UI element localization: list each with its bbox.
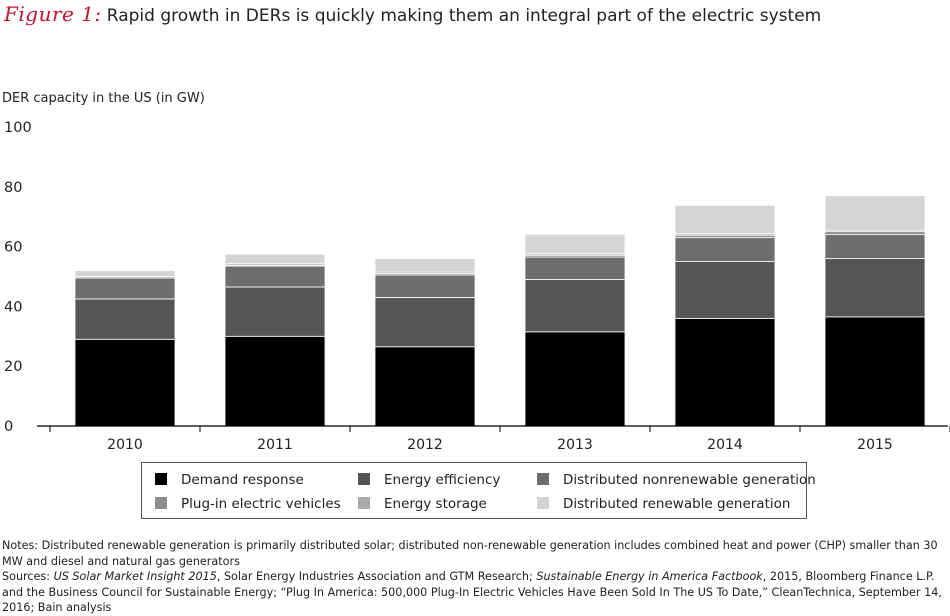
source-1-rest: , Solar Energy Industries Association an… xyxy=(216,570,537,584)
legend-label-plug-in-electric-vehicles: Plug-in electric vehicles xyxy=(181,496,341,512)
x-tick-label-2015: 2015 xyxy=(857,437,893,453)
legend-item-distributed-nonrenewable-generation: Distributed nonrenewable generation xyxy=(537,472,816,488)
legend-item-plug-in-electric-vehicles: Plug-in electric vehicles xyxy=(155,496,341,512)
y-tick-label-60: 60 xyxy=(4,240,22,256)
legend-swatch-plug-in-electric-vehicles xyxy=(155,497,167,509)
bar-2012-distributed-nonrenewable-generation xyxy=(374,274,476,298)
sources-prefix: Sources: xyxy=(2,570,54,584)
x-tick-label-2010: 2010 xyxy=(107,437,143,453)
figure-title: Figure 1: Rapid growth in DERs is quickl… xyxy=(4,2,821,32)
source-2-rest: , 2015, Bloomberg Finance L.P. and the B… xyxy=(2,570,942,615)
y-tick-label-20: 20 xyxy=(4,359,22,375)
y-tick-label-80: 80 xyxy=(4,180,22,196)
legend-swatch-distributed-renewable-generation xyxy=(537,497,549,509)
y-tick-label-0: 0 xyxy=(4,419,13,435)
notes-section: Notes: Distributed renewable generation … xyxy=(2,538,948,616)
bar-2013-demand-response xyxy=(524,331,626,427)
bar-2014-distributed-nonrenewable-generation xyxy=(674,237,776,262)
bar-2014-demand-response xyxy=(674,317,776,427)
bar-2013-distributed-nonrenewable-generation xyxy=(524,256,626,280)
bar-2014-energy-efficiency xyxy=(674,261,776,319)
bar-2010-energy-efficiency xyxy=(74,298,176,340)
bar-2015-distributed-nonrenewable-generation xyxy=(824,234,926,259)
legend-swatch-energy-efficiency xyxy=(358,473,370,485)
y-axis-label: DER capacity in the US (in GW) xyxy=(2,91,205,106)
bar-2014-distributed-renewable-generation xyxy=(674,204,776,235)
legend-item-demand-response: Demand response xyxy=(155,472,304,488)
bar-2010-distributed-nonrenewable-generation xyxy=(74,277,176,300)
legend-label-distributed-renewable-generation: Distributed renewable generation xyxy=(563,496,791,512)
bar-2013-distributed-renewable-generation xyxy=(524,233,626,255)
figure-label: Figure 1: xyxy=(4,2,102,26)
legend-label-energy-efficiency: Energy efficiency xyxy=(384,472,501,488)
legend-label-distributed-nonrenewable-generation: Distributed nonrenewable generation xyxy=(563,472,816,488)
bar-2015-demand-response xyxy=(824,316,926,427)
notes-text: Notes: Distributed renewable generation … xyxy=(2,539,938,568)
legend-swatch-distributed-nonrenewable-generation xyxy=(537,473,549,485)
bar-2010-distributed-renewable-generation xyxy=(74,270,176,277)
bar-2011-energy-efficiency xyxy=(224,286,326,337)
x-tick-label-2013: 2013 xyxy=(557,437,593,453)
legend-label-energy-storage: Energy storage xyxy=(384,496,487,512)
bar-2011-distributed-renewable-generation xyxy=(224,253,326,265)
bar-2015-distributed-renewable-generation xyxy=(824,195,926,231)
figure-title-text: Rapid growth in DERs is quickly making t… xyxy=(106,6,822,26)
legend-item-energy-efficiency: Energy efficiency xyxy=(358,472,500,488)
sources-text: Sources: US Solar Market Insight 2015, S… xyxy=(2,569,948,616)
bar-2015-energy-efficiency xyxy=(824,258,926,318)
stacked-bar-chart: 0 20 40 60 80 100 2010 2011 2012 2013 2014 2015 xyxy=(4,120,950,453)
bar-2012-demand-response xyxy=(374,346,476,427)
y-tick-label-40: 40 xyxy=(4,299,22,315)
bar-2011-distributed-nonrenewable-generation xyxy=(224,265,326,288)
legend-swatch-energy-storage xyxy=(358,497,370,509)
bar-2015-plug-in-electric-vehicles xyxy=(824,231,926,236)
bar-2012-energy-efficiency xyxy=(374,297,476,348)
bar-2013-energy-efficiency xyxy=(524,279,626,333)
bar-2011-demand-response xyxy=(224,335,326,427)
legend-item-distributed-renewable-generation: Distributed renewable generation xyxy=(537,496,790,512)
x-tick-label-2011: 2011 xyxy=(257,437,293,453)
x-tick-label-2014: 2014 xyxy=(707,437,743,453)
bar-2010-demand-response xyxy=(74,338,176,427)
source-1-title: US Solar Market Insight 2015 xyxy=(53,570,217,584)
bar-2012-distributed-renewable-generation xyxy=(374,258,476,273)
legend-label-demand-response: Demand response xyxy=(181,472,304,488)
source-2-title: Sustainable Energy in America Factbook xyxy=(536,570,763,584)
y-tick-label-100: 100 xyxy=(4,120,32,136)
legend-swatch-demand-response xyxy=(155,473,167,485)
legend-item-energy-storage: Energy storage xyxy=(358,496,487,512)
chart-legend: Demand response Energy efficiency Distri… xyxy=(141,462,816,519)
x-tick-label-2012: 2012 xyxy=(407,437,443,453)
